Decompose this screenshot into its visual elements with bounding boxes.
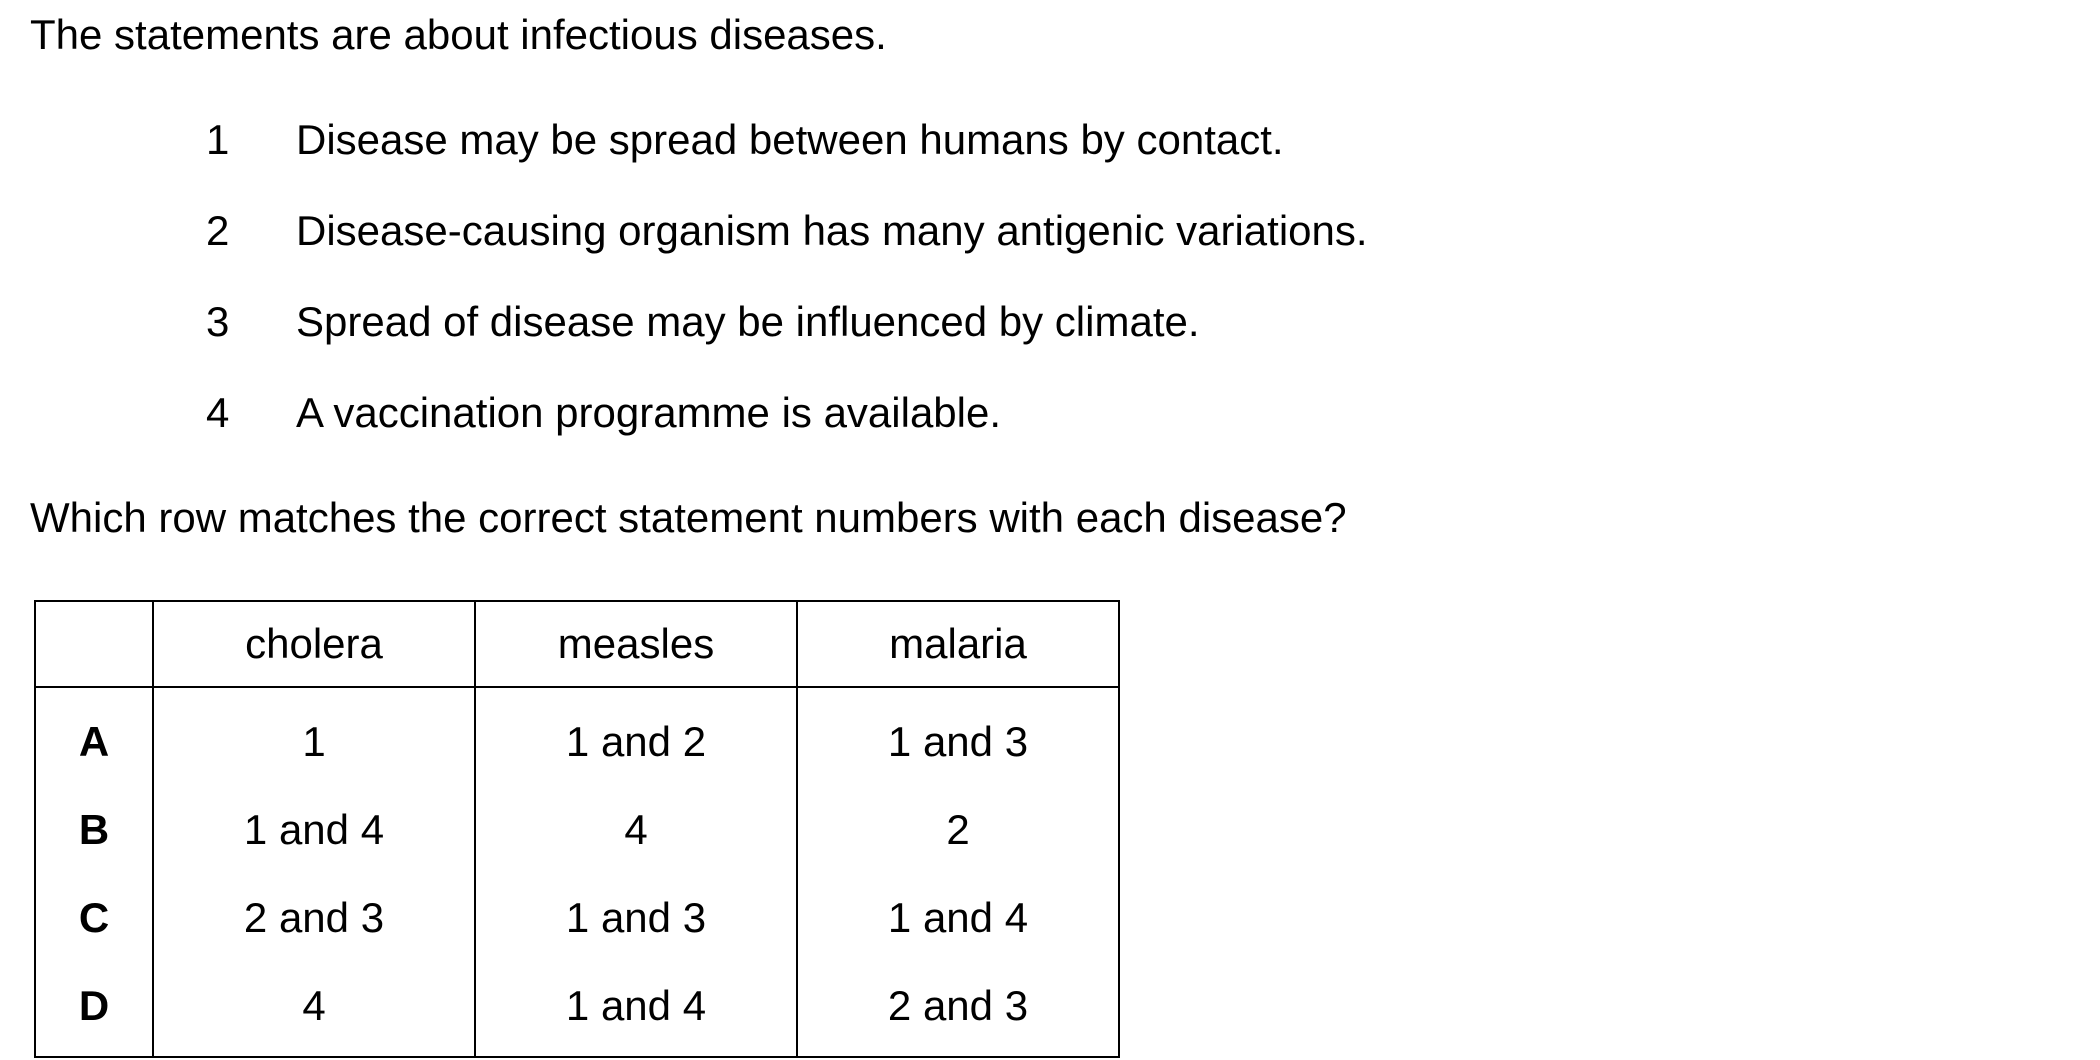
statement-text: Disease-causing organism has many antige…: [296, 207, 1368, 254]
malaria-cell: 1 and 3: [796, 687, 1119, 786]
statement-number: 1: [206, 116, 230, 163]
cholera-cell: 1: [152, 687, 475, 786]
option-letter: D: [78, 982, 110, 1029]
table-header-blank: [35, 601, 153, 688]
table-header-cholera: cholera: [152, 601, 475, 688]
table-row: C 2 and 3 1 and 3 1 and 4: [35, 874, 1119, 962]
statement-item: 2 Disease-causing organism has many anti…: [206, 206, 1368, 297]
statement-item: 4 A vaccination programme is available.: [206, 388, 1368, 479]
table-header-measles: measles: [474, 601, 797, 688]
statement-number: 4: [206, 389, 230, 436]
answer-table: cholera measles malaria A 1 1 and 2 1 an…: [34, 600, 1120, 1058]
statement-list: 1 Disease may be spread between humans b…: [206, 115, 1368, 479]
measles-cell: 1 and 2: [474, 687, 797, 786]
measles-cell: 1 and 4: [474, 962, 797, 1057]
statement-item: 3 Spread of disease may be influenced by…: [206, 297, 1368, 388]
table-row: D 4 1 and 4 2 and 3: [35, 962, 1119, 1057]
malaria-cell: 2 and 3: [796, 962, 1119, 1057]
table-header-malaria: malaria: [796, 601, 1119, 688]
table-header-row: cholera measles malaria: [35, 601, 1119, 688]
cholera-cell: 4: [152, 962, 475, 1057]
statement-text: Disease may be spread between humans by …: [296, 116, 1284, 163]
statement-item: 1 Disease may be spread between humans b…: [206, 115, 1368, 206]
malaria-cell: 1 and 4: [796, 874, 1119, 962]
malaria-cell: 2: [796, 786, 1119, 874]
cholera-cell: 1 and 4: [152, 786, 475, 874]
measles-cell: 1 and 3: [474, 874, 797, 962]
question-text: Which row matches the correct statement …: [30, 494, 1347, 541]
table-row: B 1 and 4 4 2: [35, 786, 1119, 874]
statement-text: Spread of disease may be influenced by c…: [296, 298, 1200, 345]
table-row: A 1 1 and 2 1 and 3: [35, 687, 1119, 786]
statement-number: 2: [206, 207, 230, 254]
intro-text: The statements are about infectious dise…: [30, 11, 887, 58]
option-letter: C: [78, 894, 110, 941]
measles-cell: 4: [474, 786, 797, 874]
cholera-cell: 2 and 3: [152, 874, 475, 962]
option-letter: B: [78, 806, 110, 853]
statement-number: 3: [206, 298, 230, 345]
statement-text: A vaccination programme is available.: [296, 389, 1002, 436]
option-letter: A: [78, 718, 110, 765]
